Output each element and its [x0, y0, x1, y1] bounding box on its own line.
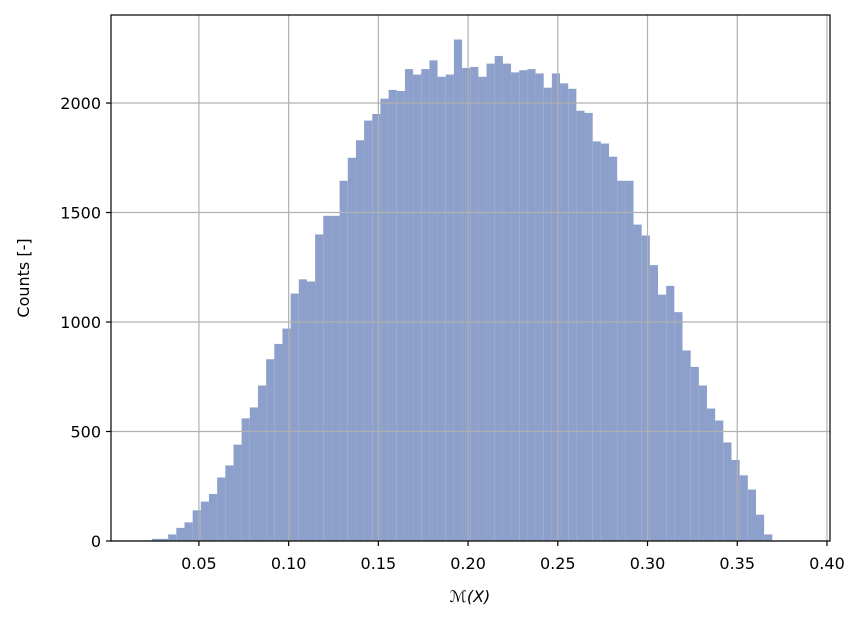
bar: [421, 69, 429, 541]
bar: [764, 534, 772, 541]
bar: [266, 359, 274, 541]
bar: [503, 64, 511, 541]
x-tick-label: 0.15: [361, 554, 397, 573]
bar: [699, 386, 707, 541]
bar: [487, 64, 495, 541]
bar: [233, 445, 241, 541]
x-tick-label: 0.30: [630, 554, 666, 573]
bar: [364, 121, 372, 541]
bar: [658, 295, 666, 541]
x-tick-label: 0.10: [271, 554, 307, 573]
bar: [748, 490, 756, 541]
bar: [307, 282, 315, 541]
bar: [389, 90, 397, 541]
bar: [511, 72, 519, 541]
x-tick-label: 0.35: [719, 554, 755, 573]
bar: [585, 113, 593, 541]
bar: [201, 502, 209, 541]
bar: [438, 77, 446, 541]
bar: [634, 225, 642, 541]
bar: [282, 329, 290, 541]
bar: [609, 157, 617, 541]
bar: [299, 279, 307, 541]
bar: [593, 141, 601, 541]
bar: [258, 386, 266, 541]
bar: [242, 418, 250, 541]
y-tick-label: 2000: [60, 94, 101, 113]
bar: [168, 534, 176, 541]
bar: [568, 89, 576, 541]
bar: [707, 409, 715, 541]
bar: [413, 75, 421, 541]
bar: [217, 477, 225, 541]
bar: [495, 56, 503, 541]
x-tick-label: 0.20: [450, 554, 486, 573]
bar: [650, 265, 658, 541]
bar: [470, 67, 478, 541]
bar: [372, 114, 380, 541]
bar: [723, 442, 731, 541]
bar: [674, 312, 682, 541]
bar: [666, 286, 674, 541]
x-tick-label: 0.40: [809, 554, 845, 573]
bar: [576, 111, 584, 541]
bar: [478, 77, 486, 541]
bar: [536, 73, 544, 541]
bar: [691, 367, 699, 541]
x-axis-label: ℳ(X): [450, 587, 491, 606]
bar: [756, 515, 764, 541]
bar: [601, 144, 609, 541]
bar: [250, 407, 258, 541]
bar: [731, 460, 739, 541]
bar: [519, 70, 527, 541]
bar: [429, 60, 437, 541]
bar: [331, 216, 339, 541]
bar: [348, 158, 356, 541]
bar: [356, 140, 364, 541]
bar: [527, 69, 535, 541]
bar: [315, 234, 323, 541]
bar: [683, 350, 691, 541]
bar: [323, 216, 331, 541]
bar: [462, 68, 470, 541]
bar: [544, 88, 552, 541]
bar: [184, 522, 192, 541]
bar: [446, 75, 454, 541]
bar: [193, 510, 201, 541]
bar: [405, 69, 413, 541]
y-tick-label: 1000: [60, 313, 101, 332]
bar: [340, 181, 348, 541]
y-tick-label: 500: [70, 423, 101, 442]
bar: [397, 91, 405, 541]
bar: [740, 475, 748, 541]
x-tick-label: 0.05: [181, 554, 217, 573]
bar: [176, 528, 184, 541]
y-axis-label: Counts [-]: [14, 238, 33, 317]
bar: [454, 40, 462, 541]
y-tick-label: 1500: [60, 204, 101, 223]
y-tick-label: 0: [91, 532, 101, 551]
bar: [625, 181, 633, 541]
bar: [209, 494, 217, 541]
bar: [291, 294, 299, 541]
bar: [642, 236, 650, 541]
bar: [560, 83, 568, 541]
bar: [552, 73, 560, 541]
bar: [715, 421, 723, 541]
x-tick-label: 0.25: [540, 554, 576, 573]
bar: [225, 465, 233, 541]
bar: [274, 344, 282, 541]
bar: [617, 181, 625, 541]
bar: [380, 99, 388, 541]
